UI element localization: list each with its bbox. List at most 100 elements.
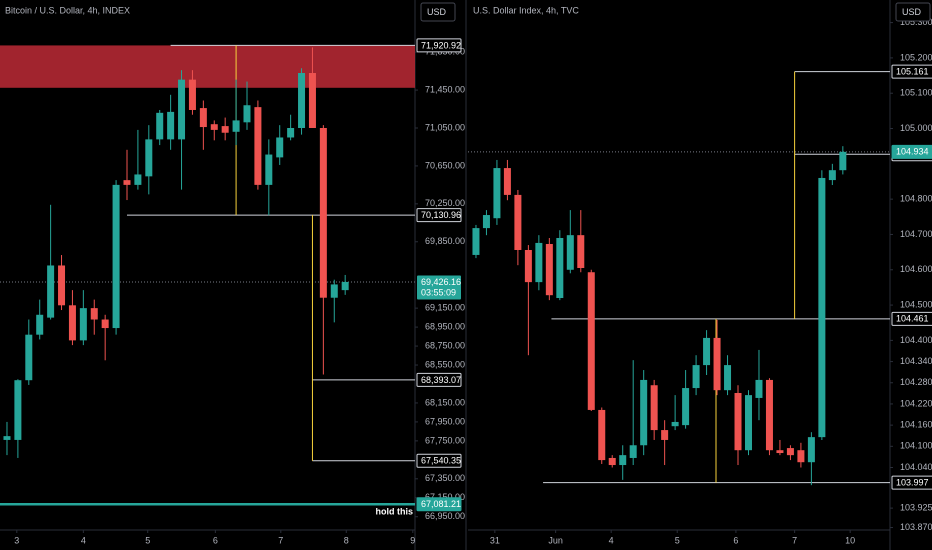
- y-tick-label: 68,550.00: [425, 359, 465, 369]
- candle-body: [577, 235, 585, 269]
- price-box: [891, 64, 932, 79]
- candle-body: [619, 455, 627, 466]
- candle-body: [341, 281, 349, 291]
- price-box-label: 103.997: [896, 478, 929, 488]
- candle-body: [545, 243, 553, 296]
- y-tick-label: 104.700: [900, 229, 932, 239]
- y-tick-label: 70,650.00: [425, 160, 465, 170]
- candle-body: [232, 120, 240, 132]
- candle-body: [145, 139, 153, 177]
- currency-box: [420, 2, 456, 22]
- candle-body: [47, 265, 55, 318]
- candle-body: [713, 337, 721, 391]
- candle-body: [724, 365, 732, 391]
- chart-title: Bitcoin / U.S. Dollar, 4h, INDEX: [5, 5, 130, 15]
- price-box: [416, 453, 462, 468]
- candle-body: [807, 437, 815, 463]
- candle-body: [3, 436, 11, 440]
- candle-body: [786, 448, 794, 456]
- y-tick-label: 105.000: [900, 123, 932, 133]
- candle-body: [524, 249, 532, 283]
- candle-body: [514, 194, 522, 250]
- price-box: [891, 475, 932, 490]
- candle-body: [287, 127, 295, 138]
- x-tick-label: 6: [733, 535, 738, 545]
- candle-body: [319, 127, 327, 298]
- candle-body: [123, 180, 131, 185]
- x-tick-label: 8: [344, 535, 349, 545]
- candle-body: [25, 334, 33, 381]
- x-tick-label: Jun: [548, 535, 563, 545]
- x-tick-label: 7: [792, 535, 797, 545]
- candle-body: [608, 457, 616, 466]
- y-tick-label: 71,050.00: [425, 122, 465, 132]
- zone: [0, 45, 415, 88]
- candle-body: [112, 184, 120, 329]
- candle-body: [734, 392, 742, 451]
- price-box-label: 67,540.35: [421, 456, 461, 466]
- candle-body: [156, 112, 164, 140]
- candle-body: [265, 154, 273, 185]
- candle-body: [828, 170, 836, 181]
- price-box-label: 105.161: [896, 67, 929, 77]
- currency-box: [895, 2, 931, 22]
- y-tick-label: 71,450.00: [425, 84, 465, 94]
- price-box-label: 104.461: [896, 314, 929, 324]
- candle-body: [210, 124, 218, 130]
- y-tick-label: 68,950.00: [425, 321, 465, 331]
- y-tick-label: 104.800: [900, 194, 932, 204]
- x-tick-label: 9: [410, 535, 415, 545]
- currency: USD: [902, 7, 922, 17]
- last-price-label: 69,426.16: [421, 277, 461, 287]
- candle-body: [276, 137, 284, 158]
- y-tick-label: 105.100: [900, 88, 932, 98]
- x-tick-label: 3: [14, 535, 19, 545]
- candle-body: [839, 151, 847, 171]
- candle-body: [178, 79, 186, 140]
- candle-body: [482, 215, 490, 229]
- candle-body: [755, 379, 763, 398]
- candle-body: [535, 242, 543, 283]
- x-tick-label: 31: [490, 535, 500, 545]
- candle-body: [221, 126, 229, 133]
- candle-body: [556, 237, 564, 299]
- candle-body: [134, 174, 142, 185]
- x-tick-label: 4: [609, 535, 614, 545]
- candle-body: [330, 284, 338, 298]
- countdown: 03:55:09: [421, 287, 456, 297]
- candle-body: [640, 379, 648, 446]
- candle-body: [587, 272, 595, 410]
- candle-body: [68, 305, 76, 341]
- candle-body: [472, 228, 480, 255]
- x-tick-label: 7: [278, 535, 283, 545]
- candle-body: [671, 421, 679, 427]
- candle-body: [503, 168, 511, 195]
- candle-body: [650, 385, 658, 431]
- last-price-box: [417, 275, 461, 300]
- candle-body: [703, 337, 711, 366]
- candle-body: [90, 308, 98, 320]
- y-tick-label: 104.600: [900, 264, 932, 274]
- candle-body: [79, 308, 87, 341]
- price-box: [416, 497, 462, 512]
- y-tick-label: 68,150.00: [425, 397, 465, 407]
- y-tick-label: 104.100: [900, 441, 932, 451]
- candle-body: [58, 265, 66, 306]
- candle-body: [598, 409, 606, 461]
- y-tick-label: 104.280: [900, 377, 932, 387]
- x-tick-label: 10: [845, 535, 855, 545]
- candle-body: [818, 177, 826, 438]
- currency: USD: [427, 7, 447, 17]
- y-tick-label: 104.400: [900, 335, 932, 345]
- y-tick-label: 103.870: [900, 522, 932, 532]
- price-box-label: 67,081.21: [421, 499, 461, 509]
- candle-body: [629, 445, 637, 458]
- candle-body: [243, 105, 251, 123]
- candle-body: [744, 395, 752, 451]
- y-tick-label: 66,950.00: [425, 511, 465, 521]
- candle-body: [566, 235, 574, 270]
- price-box-label: 70,130.96: [421, 210, 461, 220]
- y-tick-label: 105.300: [900, 17, 932, 27]
- y-tick-label: 103.925: [900, 502, 932, 512]
